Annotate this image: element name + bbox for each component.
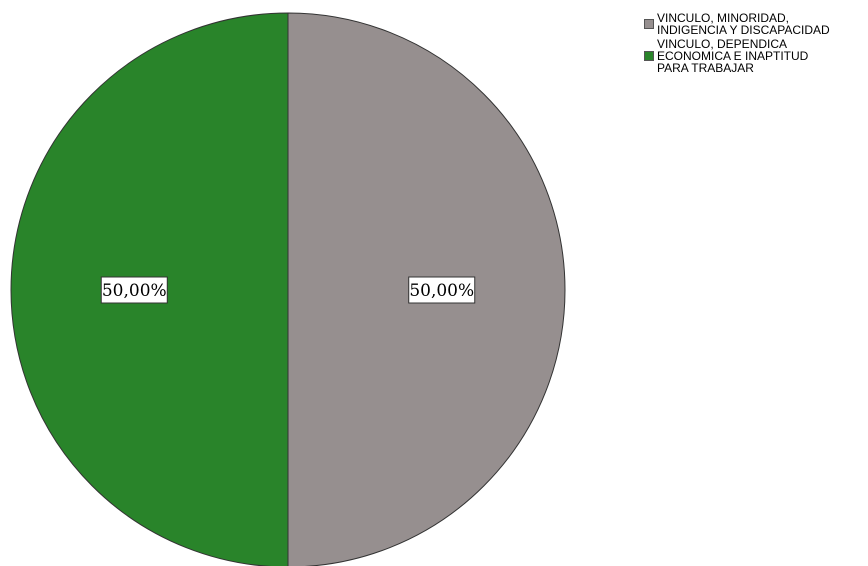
legend-label-1: VINCULO, DEPENDICA ECONOMICA E INAPTITUD… xyxy=(657,37,809,75)
legend-label-0: VINCULO, MINORIDAD, INDIGENCIA Y DISCAPA… xyxy=(657,11,830,37)
slice-label-1: 50,00% xyxy=(100,276,168,304)
legend-swatch-1 xyxy=(644,51,654,61)
slice-label-box-0 xyxy=(408,276,476,304)
slice-label-text-0: 50,00% xyxy=(409,281,474,301)
pie-slices xyxy=(10,12,566,566)
slice-labels: 50,00% 50,00% xyxy=(100,276,476,304)
legend-swatch-0 xyxy=(644,19,654,29)
slice-label-0: 50,00% xyxy=(408,276,476,304)
legend-item-0: VINCULO, MINORIDAD, INDIGENCIA Y DISCAPA… xyxy=(644,12,868,36)
legend: VINCULO, MINORIDAD, INDIGENCIA Y DISCAPA… xyxy=(644,12,868,76)
legend-item-1: VINCULO, DEPENDICA ECONOMICA E INAPTITUD… xyxy=(644,38,868,74)
slice-label-text-1: 50,00% xyxy=(102,281,167,301)
slice-label-box-1 xyxy=(100,276,168,304)
